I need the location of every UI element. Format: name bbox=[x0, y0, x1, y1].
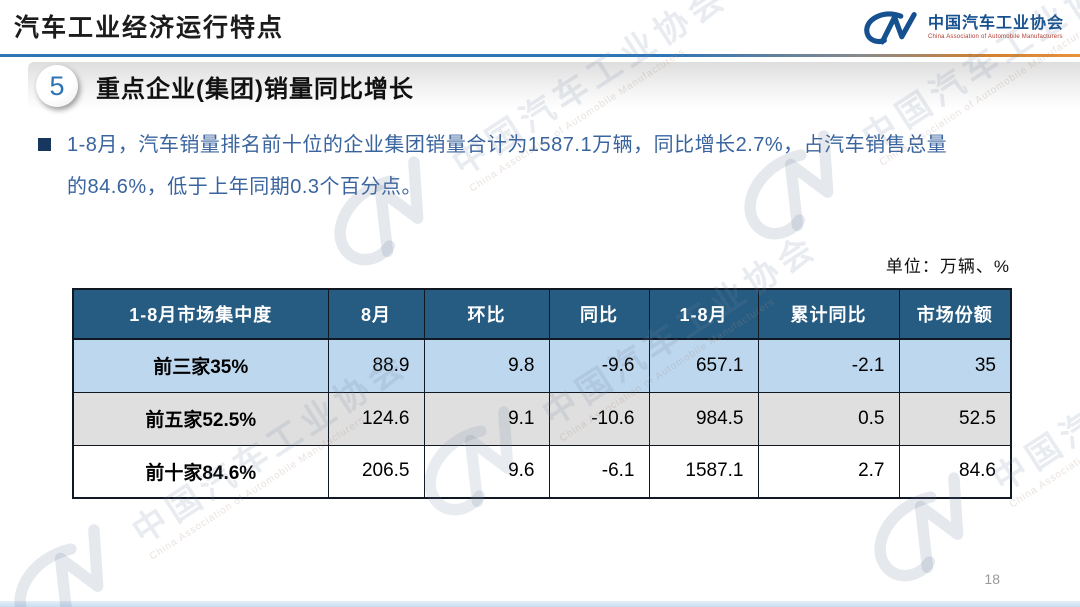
unit-label: 单位：万辆、% bbox=[885, 257, 1010, 276]
bullet-text: 1-8月，汽车销量排名前十位的企业集团销量合计为1587.1万辆，同比增长2.7… bbox=[67, 134, 948, 198]
header-divider bbox=[0, 54, 1080, 57]
page-number: 18 bbox=[984, 571, 1000, 587]
cell-august: 206.5 bbox=[327, 444, 425, 499]
bottom-accent-strip bbox=[0, 601, 1080, 607]
cell-jan-aug: 984.5 bbox=[648, 391, 759, 446]
cell-august: 88.9 bbox=[327, 338, 425, 393]
header-cell-market-share: 市场份额 bbox=[898, 288, 1012, 340]
page-title: 汽车工业经济运行特点 bbox=[14, 14, 285, 42]
cell-cumulative-yoy: -2.1 bbox=[757, 338, 900, 393]
header-cell-mom: 环比 bbox=[423, 288, 550, 340]
cell-yoy: -10.6 bbox=[548, 391, 650, 446]
cell-market-share: 52.5 bbox=[898, 391, 1012, 446]
header-cell-cumulative-yoy: 累计同比 bbox=[757, 288, 900, 340]
caam-watermark-icon bbox=[0, 511, 147, 607]
cell-august: 124.6 bbox=[327, 391, 425, 446]
logo-name-en: China Association of Automobile Manufact… bbox=[927, 33, 1063, 40]
cell-yoy: -6.1 bbox=[548, 444, 650, 499]
cell-cumulative-yoy: 2.7 bbox=[757, 444, 900, 499]
cell-jan-aug: 657.1 bbox=[648, 338, 759, 393]
row-label: 前三家35% bbox=[72, 338, 329, 393]
header-cell-yoy: 同比 bbox=[548, 288, 650, 340]
table-row-top5: 前五家52.5% 124.6 9.1 -10.6 984.5 0.5 52.5 bbox=[72, 391, 1012, 446]
cell-market-share: 84.6 bbox=[898, 444, 1012, 499]
cell-mom: 9.1 bbox=[423, 391, 550, 446]
bullet-square-icon bbox=[38, 138, 51, 151]
cell-jan-aug: 1587.1 bbox=[648, 444, 759, 499]
cell-cumulative-yoy: 0.5 bbox=[757, 391, 900, 446]
row-label: 前五家52.5% bbox=[72, 391, 329, 446]
caam-logo: 中国汽车工业协会 China Association of Automobile… bbox=[862, 10, 1064, 46]
logo-name-cn: 中国汽车工业协会 bbox=[927, 15, 1064, 33]
table-header-row: 1-8月市场集中度 8月 环比 同比 1-8月 累计同比 市场份额 bbox=[72, 288, 1012, 340]
header-cell-august: 8月 bbox=[327, 288, 425, 340]
watermark-text-en: China Association of Automobile Manufact… bbox=[1007, 362, 1080, 511]
section-title: 重点企业(集团)销量同比增长 bbox=[96, 75, 414, 103]
header-cell-concentration: 1-8月市场集中度 bbox=[72, 288, 329, 340]
section-number-badge: 5 bbox=[36, 65, 78, 107]
cell-yoy: -9.6 bbox=[548, 338, 650, 393]
header-cell-jan-aug: 1-8月 bbox=[648, 288, 759, 340]
table-row-top10: 前十家84.6% 206.5 9.6 -6.1 1587.1 2.7 84.6 bbox=[72, 444, 1012, 499]
table-row-top3: 前三家35% 88.9 9.8 -9.6 657.1 -2.1 35 bbox=[72, 338, 1012, 393]
section-heading: 5 重点企业(集团)销量同比增长 bbox=[28, 62, 1080, 110]
row-label: 前十家84.6% bbox=[72, 444, 329, 499]
market-concentration-table: 1-8月市场集中度 8月 环比 同比 1-8月 累计同比 市场份额 前三家35%… bbox=[72, 288, 1012, 499]
caam-logo-icon bbox=[862, 10, 920, 46]
cell-market-share: 35 bbox=[898, 338, 1012, 393]
cell-mom: 9.8 bbox=[423, 338, 550, 393]
bullet-paragraph: 1-8月，汽车销量排名前十位的企业集团销量合计为1587.1万辆，同比增长2.7… bbox=[38, 124, 1038, 208]
cell-mom: 9.6 bbox=[423, 444, 550, 499]
